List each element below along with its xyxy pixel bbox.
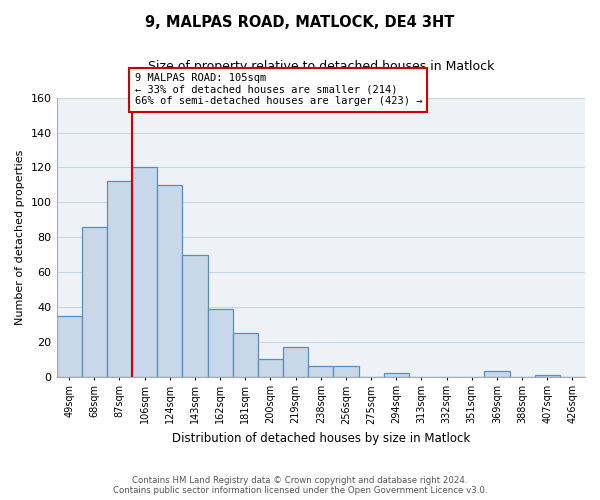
Bar (233, 333, 258, 376)
Bar (208, 308, 233, 376)
X-axis label: Distribution of detached houses by size in Matlock: Distribution of detached houses by size … (172, 432, 470, 445)
Bar (484, 372, 509, 376)
Bar (132, 168, 157, 376)
Bar (107, 182, 132, 376)
Bar (283, 347, 308, 376)
Text: 9, MALPAS ROAD, MATLOCK, DE4 3HT: 9, MALPAS ROAD, MATLOCK, DE4 3HT (145, 15, 455, 30)
Bar (383, 373, 409, 376)
Bar (258, 359, 283, 376)
Bar (157, 185, 182, 376)
Bar (535, 375, 560, 376)
Text: Contains HM Land Registry data © Crown copyright and database right 2024.
Contai: Contains HM Land Registry data © Crown c… (113, 476, 487, 495)
Bar (308, 366, 334, 376)
Bar (182, 254, 208, 376)
Bar (334, 366, 359, 376)
Title: Size of property relative to detached houses in Matlock: Size of property relative to detached ho… (148, 60, 494, 73)
Y-axis label: Number of detached properties: Number of detached properties (15, 150, 25, 325)
Bar (82, 226, 107, 376)
Text: 9 MALPAS ROAD: 105sqm
← 33% of detached houses are smaller (214)
66% of semi-det: 9 MALPAS ROAD: 105sqm ← 33% of detached … (134, 74, 422, 106)
Bar (56, 316, 82, 376)
